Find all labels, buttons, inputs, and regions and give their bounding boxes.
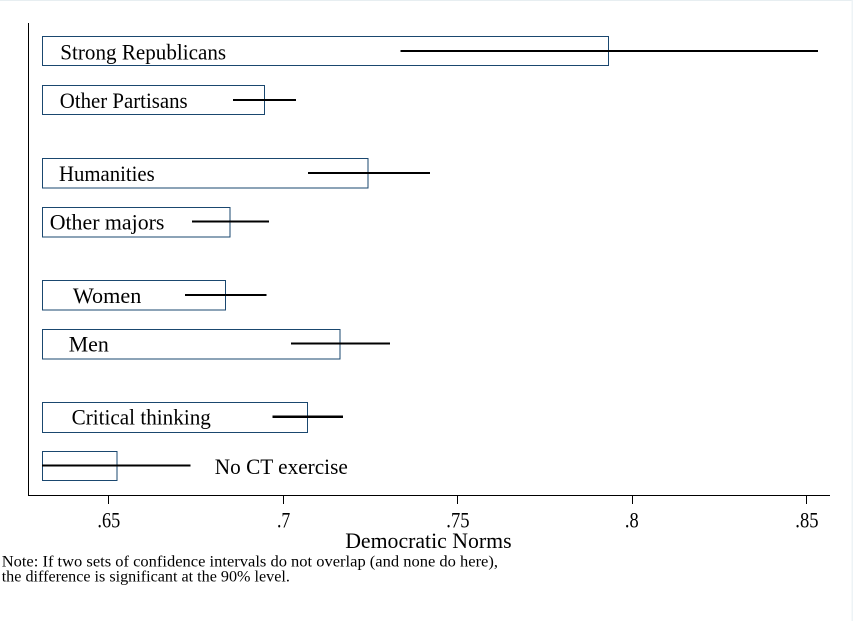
svg-text:No CT exercise: No CT exercise	[215, 454, 348, 478]
svg-text:the difference is significant: the difference is significant at the 90%…	[2, 569, 290, 586]
svg-text:Humanities: Humanities	[59, 161, 155, 186]
svg-text:Other Partisans: Other Partisans	[60, 89, 188, 114]
svg-text:.65: .65	[97, 509, 120, 533]
svg-text:Strong Republicans: Strong Republicans	[60, 40, 226, 64]
svg-text:Men: Men	[69, 331, 109, 356]
svg-text:Other majors: Other majors	[50, 210, 165, 235]
svg-text:Critical thinking: Critical thinking	[72, 405, 211, 429]
svg-text:.85: .85	[795, 509, 818, 533]
svg-text:Democratic Norms: Democratic Norms	[345, 528, 511, 553]
svg-text:Women: Women	[73, 283, 141, 308]
svg-text:.8: .8	[625, 509, 639, 533]
svg-text:.7: .7	[277, 509, 290, 533]
